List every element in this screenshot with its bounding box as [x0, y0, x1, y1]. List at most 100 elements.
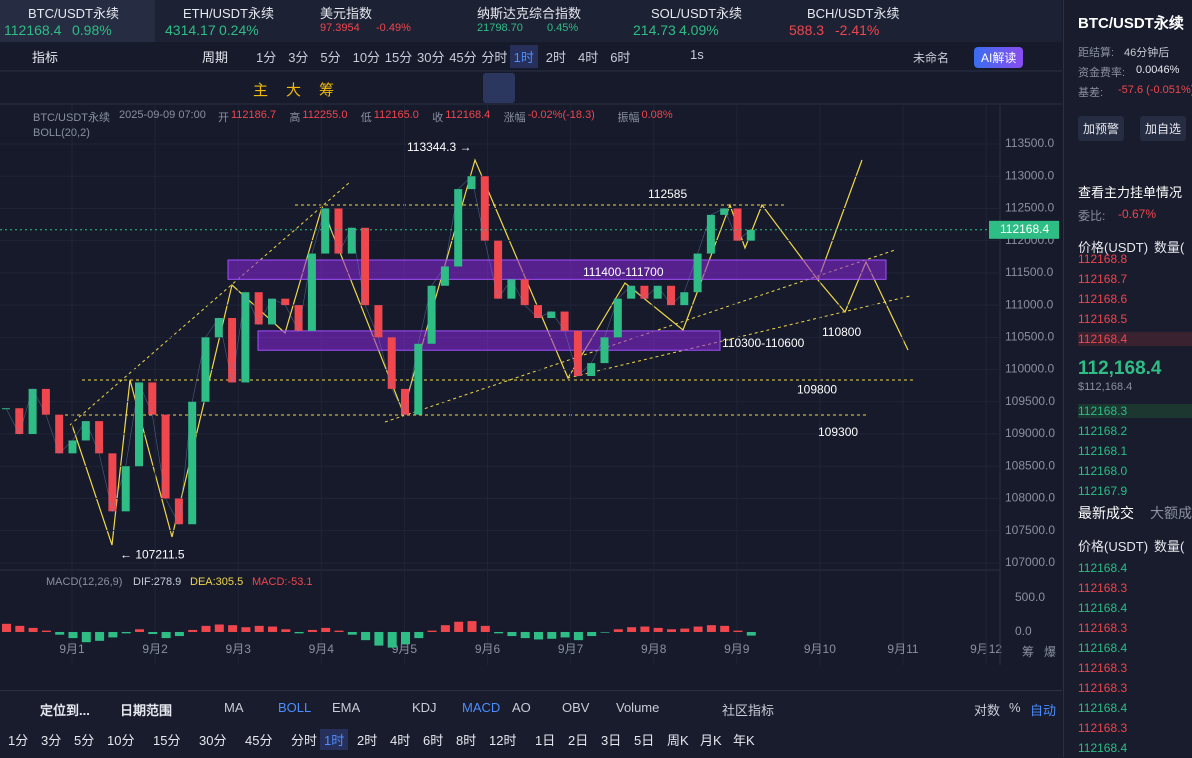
- interval-btn[interactable]: 1时: [509, 45, 538, 68]
- trade-price: 112168.3: [1078, 661, 1128, 675]
- trade-tab[interactable]: 最新成交: [1078, 505, 1134, 521]
- col-price: 价格(USDT): [1078, 539, 1149, 554]
- interval-btn[interactable]: 6时: [610, 50, 631, 65]
- macd-bar: [241, 627, 251, 632]
- sub-indicator[interactable]: OBV: [562, 700, 590, 715]
- bottom-interval[interactable]: 15分: [153, 733, 181, 748]
- sub-indicator[interactable]: AO: [512, 700, 531, 715]
- bottom-interval[interactable]: 1时: [320, 729, 349, 750]
- macd-bar: [334, 630, 344, 632]
- bottom-interval[interactable]: 3分: [41, 733, 62, 748]
- candle: [640, 285, 649, 299]
- candle: [613, 298, 622, 338]
- main-indicator[interactable]: EMA: [332, 700, 361, 715]
- bottom-interval[interactable]: 分时: [291, 733, 318, 748]
- range-btn[interactable]: 日期范围: [120, 703, 173, 718]
- community-btn[interactable]: 社区指标: [722, 703, 775, 718]
- period-btn[interactable]: 周期: [202, 50, 229, 65]
- interval-btn[interactable]: 分时: [481, 50, 508, 65]
- layout-name[interactable]: 未命名: [913, 51, 950, 65]
- main-indicator[interactable]: MA: [224, 700, 244, 715]
- side-button[interactable]: 加自选: [1140, 116, 1187, 141]
- y-tick-label: 109000.0: [1005, 426, 1055, 440]
- bottom-interval[interactable]: 1分: [8, 733, 29, 748]
- bottom-interval[interactable]: 10分: [107, 733, 135, 748]
- locate-btn[interactable]: 定位到...: [40, 703, 90, 718]
- bottom-interval[interactable]: 45分: [245, 733, 273, 748]
- zone-label: 110300-110600: [722, 336, 805, 350]
- draw-tool[interactable]: 筹: [319, 82, 335, 99]
- side-row-value: 0.0046%: [1136, 64, 1180, 76]
- bottom-interval[interactable]: 年K: [733, 733, 755, 748]
- ai-btn[interactable]: AI解读: [974, 47, 1024, 68]
- depth-link[interactable]: 查看主力挂单情况: [1078, 185, 1183, 200]
- macd-bar: [440, 625, 450, 632]
- macd-bar: [268, 626, 277, 632]
- candle: [587, 363, 596, 377]
- macd-bar: [135, 629, 144, 632]
- bottom-interval[interactable]: 1日: [535, 733, 556, 748]
- ratio-label: 委比:: [1078, 209, 1106, 223]
- second-btn[interactable]: 1s: [690, 47, 704, 62]
- candle: [520, 279, 529, 306]
- bottom-interval[interactable]: 周K: [667, 733, 689, 748]
- side-button[interactable]: 加预警: [1078, 116, 1125, 141]
- sub-indicator[interactable]: KDJ: [412, 700, 437, 715]
- interval-btn[interactable]: 30分: [417, 50, 445, 65]
- log-btn[interactable]: 对数: [974, 703, 1001, 718]
- sub-indicator[interactable]: Volume: [616, 700, 660, 715]
- bottom-interval[interactable]: 2时: [357, 733, 378, 748]
- axis-extra[interactable]: 爆: [1044, 645, 1057, 659]
- macd-bar: [560, 631, 570, 638]
- trade-tab[interactable]: 大额成交: [1150, 505, 1192, 521]
- y-tick-label: 108500.0: [1005, 458, 1055, 472]
- macd-bar: [427, 630, 437, 632]
- interval-btn[interactable]: 2时: [545, 50, 567, 65]
- main-indicator[interactable]: BOLL: [278, 700, 312, 715]
- bottom-interval[interactable]: 6时: [423, 733, 444, 748]
- info-label: 涨幅: [503, 112, 526, 124]
- interval-btn[interactable]: 5分: [320, 50, 341, 65]
- draw-tool[interactable]: 大: [286, 82, 302, 99]
- macd-bar: [214, 624, 224, 632]
- macd-bar: [640, 626, 650, 632]
- indicator-btn[interactable]: 指标: [32, 50, 59, 65]
- macd-bar: [361, 631, 371, 641]
- interval-btn[interactable]: 10分: [352, 50, 381, 65]
- candle: [334, 208, 343, 254]
- bottom-interval[interactable]: 8时: [456, 733, 477, 748]
- macd-bar: [28, 627, 38, 632]
- interval-btn[interactable]: 1分: [256, 50, 277, 65]
- sub-indicator[interactable]: MACD: [462, 700, 501, 715]
- y-tick-label: 113500.0: [1005, 136, 1054, 150]
- x-tick-label: 9月8: [641, 642, 667, 656]
- candle: [653, 285, 662, 299]
- interval-btn[interactable]: 15分: [384, 50, 413, 65]
- x-tick-label: 9月10: [804, 642, 836, 656]
- interval-btn[interactable]: 4时: [578, 50, 599, 65]
- bottom-interval[interactable]: 5分: [74, 733, 95, 748]
- interval-btn[interactable]: 3分: [288, 50, 309, 65]
- bottom-interval[interactable]: 月K: [700, 733, 722, 748]
- pct-btn[interactable]: %: [1009, 700, 1021, 715]
- interval-btn[interactable]: 45分: [449, 50, 477, 65]
- x-tick-label: 9月2: [142, 642, 168, 656]
- x-tick-label: 9月6: [475, 642, 501, 656]
- axis-extra[interactable]: 筹: [1022, 645, 1035, 659]
- tab-price: 21798.70: [477, 22, 523, 34]
- draw-tool[interactable]: 主: [253, 82, 269, 99]
- candle: [600, 337, 609, 364]
- candle: [15, 408, 24, 435]
- macd-bar: [55, 631, 65, 635]
- tab-price: 97.3954: [320, 22, 360, 34]
- bottom-interval[interactable]: 2日: [568, 733, 589, 748]
- bottom-interval[interactable]: 3日: [601, 733, 622, 748]
- bottom-interval[interactable]: 30分: [199, 733, 227, 748]
- bottom-interval[interactable]: 4时: [390, 733, 411, 748]
- bottom-interval[interactable]: 5日: [634, 733, 655, 748]
- bottom-interval[interactable]: 12时: [489, 733, 517, 748]
- macd-bar: [746, 631, 756, 636]
- candle: [667, 285, 675, 306]
- side-row-label: 距结算:: [1078, 47, 1115, 59]
- auto-btn[interactable]: 自动: [1030, 703, 1057, 718]
